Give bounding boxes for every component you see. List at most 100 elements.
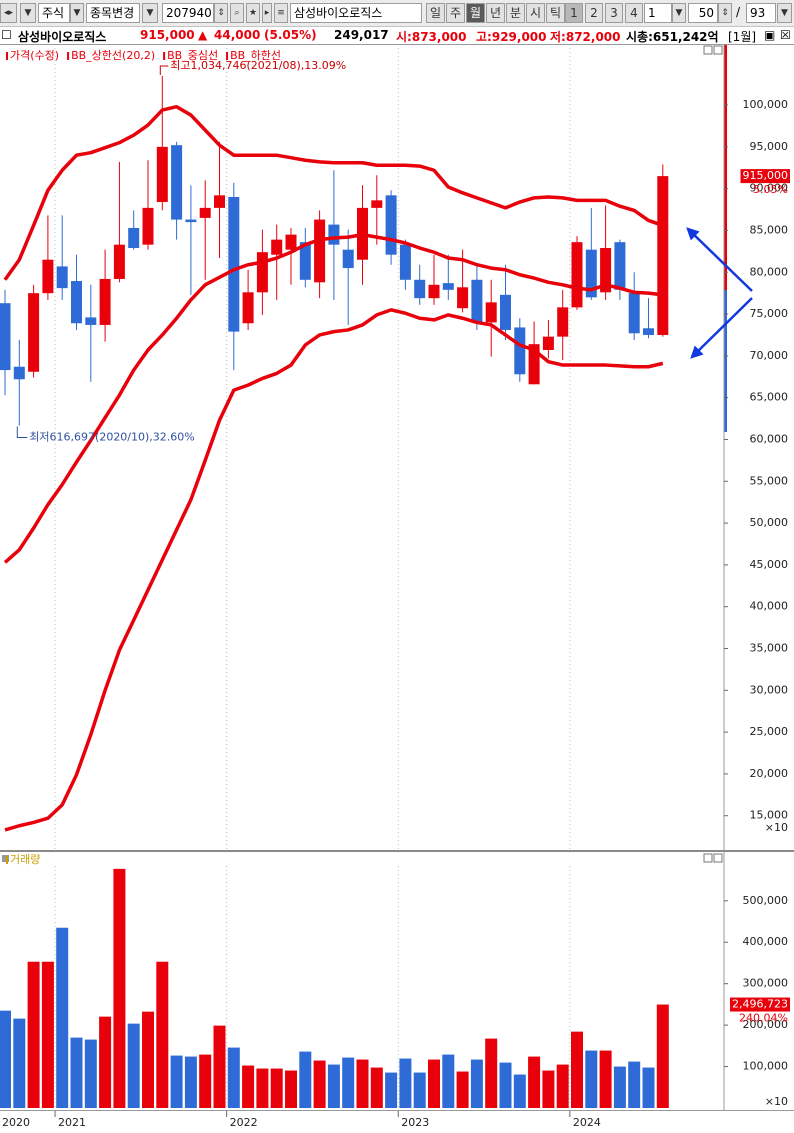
x-tick-label: 2020 [2, 1116, 30, 1129]
count-input[interactable]: 50 [688, 3, 718, 23]
volume-bar [256, 1068, 269, 1108]
window-icon[interactable]: ▣ [764, 28, 776, 42]
list-icon[interactable]: ≡ [274, 3, 288, 23]
y-tick-label: 35,000 [750, 642, 789, 655]
window-icon[interactable]: ☒ [780, 28, 791, 42]
candle-body [228, 197, 240, 332]
grid [54, 44, 571, 1108]
panel-icon [2, 855, 9, 862]
preset-button[interactable]: 1 [565, 3, 583, 23]
volume: 249,017 [334, 28, 389, 42]
checkbox[interactable]: ☐ [1, 28, 12, 42]
separator: / [736, 5, 741, 19]
volume-bar [56, 927, 69, 1108]
nav-button[interactable]: ◂▸ [0, 3, 17, 23]
interval-input[interactable]: 1 [644, 3, 672, 23]
volume-bar [13, 1018, 26, 1108]
period-button[interactable]: 분 [506, 3, 525, 23]
y-tick-label: 15,000 [750, 809, 789, 822]
period-button[interactable]: 주 [446, 3, 465, 23]
candle-body [385, 195, 397, 255]
candle-body [442, 283, 454, 290]
dropdown-arrow[interactable]: ▼ [142, 3, 158, 23]
annotation-pointer [159, 65, 169, 75]
preset-button[interactable]: 4 [625, 3, 643, 23]
annotation-arrow [690, 297, 753, 359]
candle-body [314, 219, 326, 283]
toolbar: ◂▸ ▼ 주식 ▼ 종목변경 ▼ 207940 ⇕ ⌕ ★ ▸ ≡ 삼성바이오로… [0, 0, 794, 27]
stock-name[interactable]: 삼성바이오로직스 [290, 3, 422, 23]
candle-body [13, 366, 25, 380]
candle-body [342, 249, 354, 269]
candle-body [199, 207, 211, 218]
change-arrow: ▲ [198, 28, 208, 42]
volume-bar [27, 961, 40, 1108]
period-button[interactable]: 일 [426, 3, 445, 23]
dropdown-arrow[interactable]: ▼ [70, 3, 84, 23]
window-icon[interactable] [713, 853, 723, 863]
last-change-label: 240.04% [739, 1012, 788, 1025]
search-icon[interactable]: ⌕ [230, 3, 244, 23]
preset-button[interactable]: 3 [605, 3, 623, 23]
dropdown-arrow[interactable]: ▼ [20, 3, 36, 23]
volume-bar [242, 1065, 255, 1108]
candle-body [242, 292, 254, 324]
candle-body [657, 176, 669, 335]
period: [1월] [728, 30, 757, 44]
spinner[interactable]: ⇕ [718, 3, 732, 23]
y-tick-label: 55,000 [750, 474, 789, 487]
last-value-label: 2,496,723 [732, 998, 788, 1011]
volume-bar [142, 1011, 154, 1108]
volume-bar [313, 1060, 326, 1108]
volume-bar [599, 1050, 612, 1108]
candle-body [99, 278, 111, 325]
next-icon[interactable]: ▸ [262, 3, 272, 23]
volume-bar [613, 1066, 626, 1108]
price: 915,000 [140, 28, 195, 42]
y-tick-label: 75,000 [750, 307, 789, 320]
change-pct: (5.05%) [264, 28, 317, 42]
candle-body [85, 317, 97, 325]
y-tick-label: 20,000 [750, 767, 789, 780]
candle-body [171, 145, 183, 220]
candle-body [514, 327, 526, 375]
candle-body [299, 242, 311, 280]
last-value-box [730, 997, 790, 1012]
volume-bar [84, 1039, 97, 1108]
candle-body [71, 281, 82, 324]
period-button[interactable]: 틱 [546, 3, 565, 23]
legend-label: 거래량 [10, 853, 40, 866]
window-icon[interactable] [703, 853, 713, 863]
preset-button[interactable]: 2 [585, 3, 603, 23]
spinner[interactable]: ⇕ [214, 3, 228, 23]
market-select[interactable]: 주식 [38, 3, 70, 23]
y-tick-label: 95,000 [750, 140, 789, 153]
window-icon[interactable] [703, 45, 713, 55]
y-tick-label: 40,000 [750, 600, 789, 613]
period-button[interactable]: 월 [466, 3, 485, 23]
volume-bar [213, 1025, 226, 1108]
period-button[interactable]: 시 [526, 3, 545, 23]
dropdown-arrow[interactable]: ▼ [777, 3, 792, 23]
dropdown-arrow[interactable]: ▼ [672, 3, 686, 23]
volume-bar [456, 1071, 469, 1108]
legend-label: BB_하한선 [230, 48, 281, 62]
change-stock[interactable]: 종목변경 [86, 3, 140, 23]
volume-bar [199, 1054, 212, 1108]
favorite-icon[interactable]: ★ [246, 3, 260, 23]
volume-bar [156, 961, 169, 1108]
volume-bar [585, 1050, 598, 1108]
y-tick-label: 100,000 [743, 1060, 789, 1073]
x-tick-label: 2022 [230, 1116, 258, 1129]
candle-body [457, 287, 469, 309]
legend-marker [163, 52, 166, 60]
legend-marker [6, 52, 8, 60]
period-button[interactable]: 년 [486, 3, 505, 23]
window-icon[interactable] [713, 45, 723, 55]
volume-bar [571, 1031, 583, 1108]
stock-code[interactable]: 207940 [162, 3, 214, 23]
volume-bar [628, 1061, 641, 1108]
candle-body [113, 244, 125, 279]
volume-bar [442, 1054, 455, 1108]
